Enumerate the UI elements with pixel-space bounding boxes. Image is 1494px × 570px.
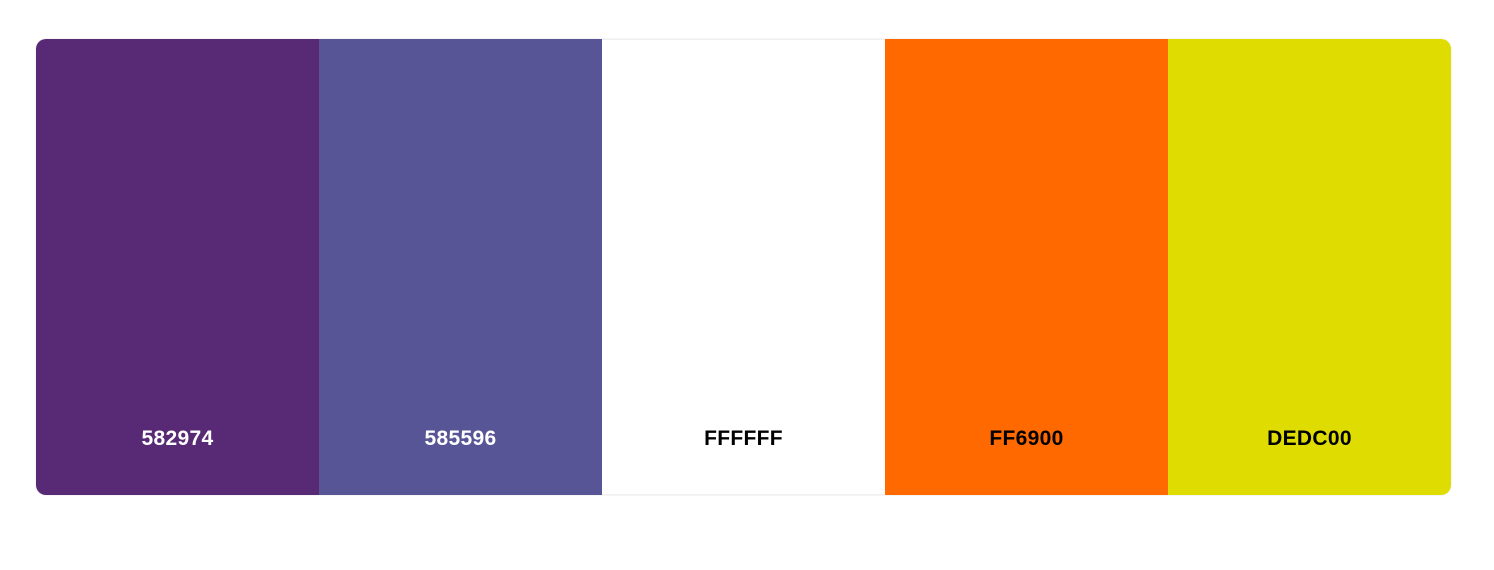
color-swatch-582974[interactable]: 582974: [36, 39, 319, 495]
swatch-hex-label: 585596: [424, 427, 497, 450]
color-swatch-585596[interactable]: 585596: [319, 39, 602, 495]
color-swatch-ffffff[interactable]: FFFFFF: [602, 39, 885, 495]
swatch-hex-label: FFFFFF: [704, 427, 783, 450]
swatch-hex-label: 582974: [141, 427, 214, 450]
swatch-hex-label: DEDC00: [1267, 427, 1352, 450]
swatch-hex-label: FF6900: [989, 427, 1064, 450]
color-swatch-ff6900[interactable]: FF6900: [885, 39, 1168, 495]
color-swatch-dedc00[interactable]: DEDC00: [1168, 39, 1451, 495]
color-palette: 582974 585596 FFFFFF FF6900 DEDC00: [36, 39, 1451, 495]
